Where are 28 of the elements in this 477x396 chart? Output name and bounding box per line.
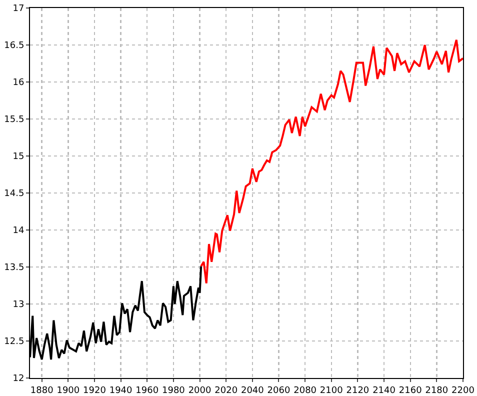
y-tick-label: 16	[12, 78, 24, 88]
x-tick-label: 1900	[56, 386, 80, 396]
x-tick-label: 1960	[136, 386, 159, 396]
y-tick-label: 15.5	[4, 115, 24, 126]
x-tick-label: 2060	[267, 386, 290, 396]
x-tick-label: 2120	[346, 386, 370, 396]
y-tick-label: 12.5	[4, 337, 24, 348]
x-tick-label: 1920	[83, 386, 106, 396]
x-tick-label: 2000	[188, 386, 212, 396]
x-tick-label: 2020	[214, 386, 238, 396]
x-tick-label: 1880	[30, 386, 54, 396]
x-tick-label: 2140	[372, 386, 396, 396]
x-tick-label: 2080	[294, 386, 317, 396]
y-tick-label: 13.5	[4, 263, 24, 274]
x-tick-label: 1980	[162, 386, 186, 396]
x-tick-label: 1940	[109, 386, 133, 396]
x-tick-label: 2200	[452, 386, 475, 396]
y-tick-label: 13	[12, 300, 24, 310]
y-tick-label: 15	[12, 152, 24, 162]
y-tick-label: 14.5	[4, 189, 24, 200]
x-tick-label: 2040	[240, 386, 264, 396]
x-tick-label: 2180	[425, 386, 448, 396]
y-tick-label: 16.5	[4, 41, 24, 52]
x-tick-label: 2100	[320, 386, 344, 396]
y-tick-label: 12	[12, 374, 24, 384]
x-tick-label: 2160	[398, 386, 422, 396]
y-tick-label: 17	[12, 4, 24, 14]
y-tick-label: 14	[12, 226, 24, 236]
